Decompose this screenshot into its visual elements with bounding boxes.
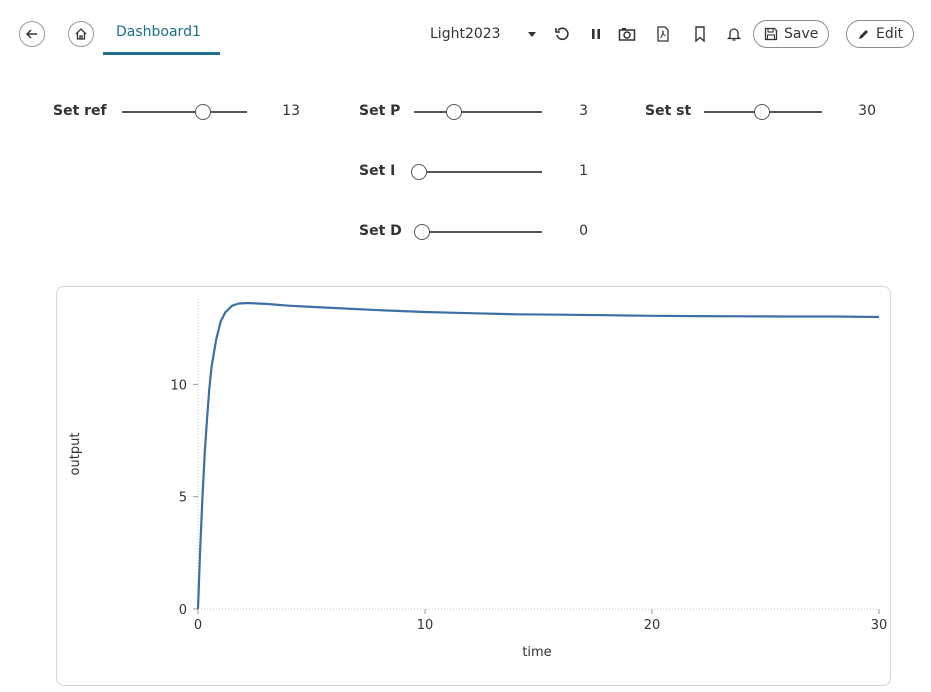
- chart-labels: 0 10 20 30 0 5 10 time output: [68, 378, 887, 660]
- slider-track-i[interactable]: [414, 171, 542, 173]
- toolbar: Dashboard1 Light2023: [0, 0, 931, 62]
- pause-icon: [592, 29, 600, 39]
- slider-label-st: Set st: [645, 103, 692, 119]
- y-tick-label: 5: [179, 491, 187, 506]
- slider-value-d: 0: [579, 223, 588, 239]
- slider-track-ref[interactable]: [122, 111, 247, 113]
- theme-selector[interactable]: Light2023: [430, 26, 501, 42]
- slider-track-p[interactable]: [414, 111, 542, 113]
- refresh-button[interactable]: [552, 24, 572, 44]
- x-tick-label: 0: [194, 618, 202, 633]
- chart-series: [196, 301, 880, 610]
- alerts-button[interactable]: [724, 24, 744, 44]
- chart-card: 0 10 20 30 0 5 10 time output: [56, 286, 891, 686]
- edit-button[interactable]: Edit: [846, 20, 915, 48]
- slider-thumb-ref[interactable]: [195, 104, 211, 120]
- floppy-disk-icon: [764, 27, 778, 41]
- pdf-icon: [657, 26, 669, 42]
- slider-label-p: Set P: [359, 103, 401, 119]
- slider-label-i: Set I: [359, 163, 396, 179]
- tab-dashboard1[interactable]: Dashboard1: [116, 24, 201, 40]
- slider-label-d: Set D: [359, 223, 402, 239]
- snapshot-button[interactable]: [617, 24, 637, 44]
- slider-thumb-st[interactable]: [754, 104, 770, 120]
- refresh-icon: [555, 27, 569, 41]
- slider-thumb-d[interactable]: [414, 224, 430, 240]
- slider-value-st: 30: [858, 103, 876, 119]
- bookmark-icon: [695, 26, 705, 42]
- tab-active-indicator: [103, 52, 220, 55]
- arrow-left-icon: [26, 29, 37, 39]
- edit-button-label: Edit: [876, 26, 904, 42]
- y-tick-label: 10: [170, 378, 187, 393]
- x-axis-label: time: [522, 645, 551, 660]
- slider-track-d[interactable]: [414, 231, 542, 233]
- export-pdf-button[interactable]: [653, 24, 673, 44]
- home-icon: [75, 28, 87, 40]
- save-button[interactable]: Save: [753, 20, 830, 48]
- slider-value-ref: 13: [282, 103, 300, 119]
- x-tick-label: 20: [644, 618, 661, 633]
- bookmark-button[interactable]: [690, 24, 710, 44]
- chart-axes: [193, 299, 880, 614]
- output-chart: 0 10 20 30 0 5 10 time output: [68, 299, 887, 660]
- slider-value-i: 1: [579, 163, 588, 179]
- home-button[interactable]: [68, 21, 94, 47]
- y-axis-label: output: [68, 433, 83, 476]
- save-button-label: Save: [784, 26, 819, 42]
- back-button[interactable]: [19, 21, 45, 47]
- pause-button[interactable]: [586, 24, 606, 44]
- slider-thumb-p[interactable]: [446, 104, 462, 120]
- x-tick-label: 30: [871, 618, 888, 633]
- camera-icon: [618, 28, 636, 41]
- chevron-down-icon: [528, 32, 536, 37]
- theme-dropdown-toggle[interactable]: [522, 24, 542, 44]
- pencil-icon: [859, 29, 868, 39]
- slider-thumb-i[interactable]: [411, 164, 427, 180]
- x-tick-label: 10: [417, 618, 434, 633]
- y-tick-label: 0: [179, 603, 187, 618]
- bell-icon: [726, 28, 742, 41]
- series-line-0: [196, 301, 880, 610]
- slider-label-ref: Set ref: [53, 103, 107, 119]
- slider-value-p: 3: [579, 103, 588, 119]
